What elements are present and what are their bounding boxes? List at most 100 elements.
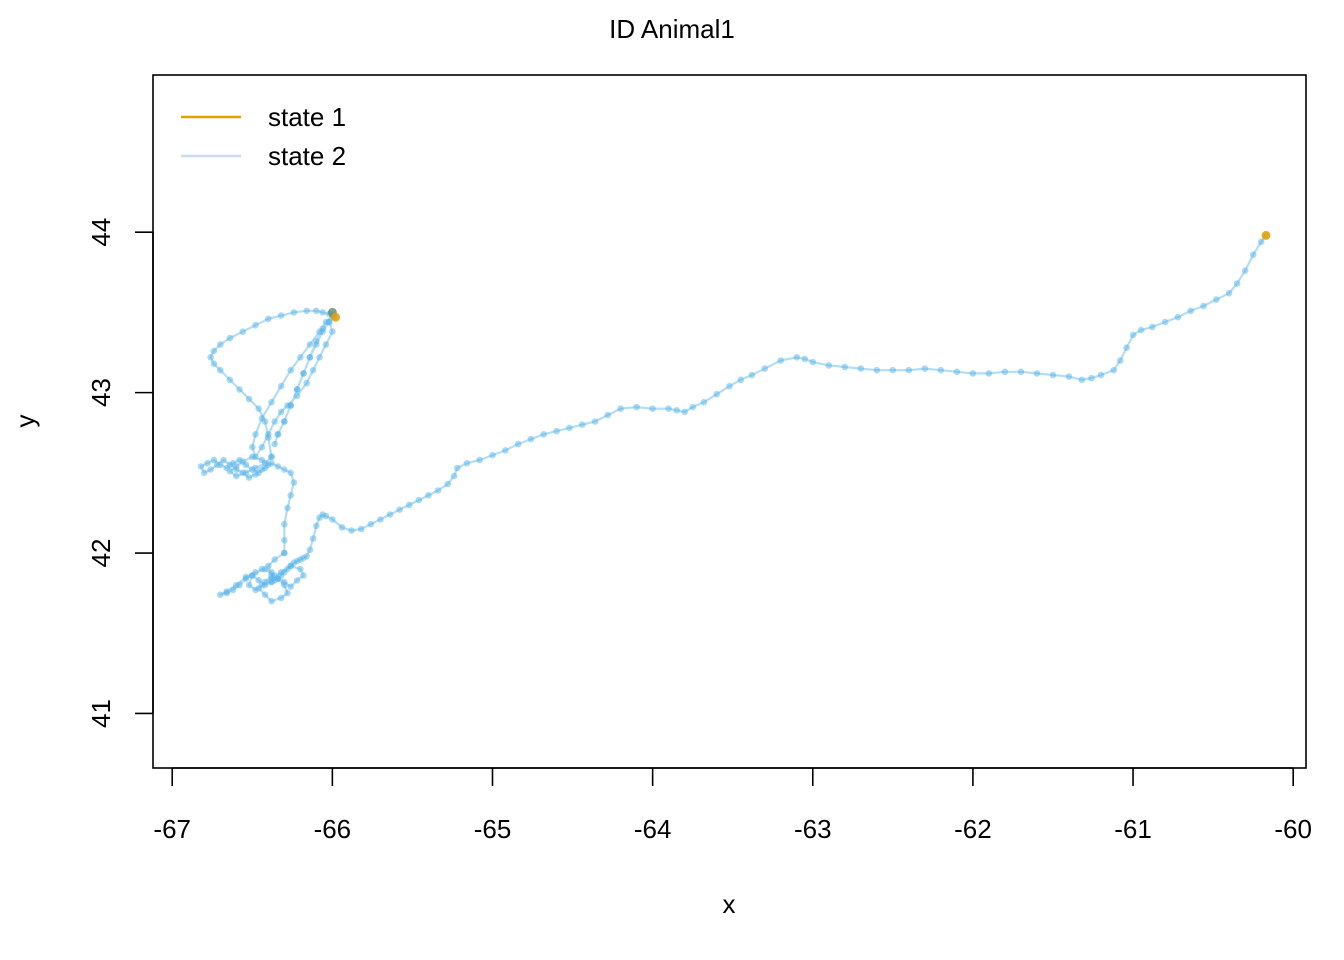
- track-point: [226, 467, 234, 475]
- track-point: [777, 357, 784, 364]
- track-point: [476, 456, 484, 464]
- x-tick-label: -60: [1274, 814, 1312, 844]
- track-point: [405, 501, 413, 509]
- track-point: [386, 511, 394, 518]
- track-point: [258, 466, 266, 473]
- y-tick-label: 44: [86, 218, 116, 247]
- track-point: [1049, 371, 1057, 379]
- track-point: [268, 398, 275, 406]
- track-layer: [197, 232, 1270, 605]
- track-point: [271, 440, 279, 448]
- track-point: [689, 403, 696, 411]
- x-tick-label: -62: [954, 814, 992, 844]
- track-point: [454, 464, 461, 472]
- track-point: [281, 581, 288, 589]
- track-point: [309, 535, 317, 542]
- track-point: [540, 431, 547, 438]
- track-point: [726, 382, 733, 390]
- track-point: [255, 405, 262, 413]
- track-point: [801, 355, 809, 363]
- track-point: [1225, 289, 1233, 297]
- track-point: [274, 575, 282, 582]
- track-point: [233, 472, 240, 480]
- track-point: [268, 597, 275, 605]
- track-point: [287, 583, 295, 590]
- track-point: [313, 522, 320, 530]
- track-point: [245, 581, 253, 589]
- track-point: [277, 312, 285, 319]
- track-point: [737, 376, 744, 384]
- track-point: [233, 463, 240, 470]
- track-point: [793, 354, 801, 361]
- track-point: [277, 594, 285, 602]
- track-point: [300, 572, 307, 579]
- track-point: [329, 328, 336, 336]
- track-point: [1241, 267, 1249, 275]
- track-point: [242, 573, 250, 581]
- track-point: [258, 565, 266, 573]
- track-point: [665, 405, 672, 413]
- track-point: [265, 562, 272, 570]
- track-point: [953, 368, 961, 376]
- x-tick-label: -67: [153, 814, 191, 844]
- track-point: [873, 366, 881, 374]
- track-point: [223, 588, 230, 595]
- track-point: [937, 366, 945, 374]
- track-point: [1174, 313, 1182, 321]
- legend: state 1 state 2: [181, 102, 346, 171]
- track-point: [316, 354, 323, 361]
- track-point: [1110, 366, 1118, 374]
- track-point: [604, 411, 612, 419]
- track-point: [245, 395, 253, 403]
- track-point: [1129, 331, 1137, 339]
- track-point: [287, 402, 295, 409]
- track-point: [425, 492, 432, 499]
- track-point: [1116, 357, 1124, 364]
- x-tick-label: -64: [634, 814, 672, 844]
- track-point: [200, 469, 208, 477]
- track-point: [300, 370, 307, 377]
- y-tick-label: 43: [86, 378, 116, 407]
- track-point: [210, 347, 218, 355]
- track-point: [265, 315, 272, 323]
- track-point: [268, 572, 275, 579]
- track-point: [325, 318, 333, 326]
- track-point: [566, 424, 573, 432]
- track-point: [527, 435, 535, 443]
- track-point: [287, 562, 295, 570]
- track-point: [258, 415, 266, 422]
- track-point: [277, 569, 285, 576]
- track-point: [578, 421, 586, 429]
- track-point: [252, 453, 259, 461]
- track-point: [348, 527, 355, 534]
- track-point: [969, 370, 977, 377]
- track-point: [242, 469, 250, 477]
- track-point: [313, 341, 320, 348]
- track-point: [316, 514, 323, 521]
- x-tick-label: -65: [474, 814, 512, 844]
- track-point: [239, 458, 246, 465]
- track-point: [306, 546, 314, 554]
- track-point: [713, 390, 720, 398]
- track-point: [281, 549, 288, 557]
- track-point: [290, 479, 298, 486]
- track-point: [1065, 373, 1073, 380]
- track-point: [809, 358, 817, 366]
- track-point: [210, 360, 218, 368]
- track-point: [281, 536, 288, 544]
- track-point: [252, 431, 259, 438]
- legend-label: state 1: [268, 102, 346, 132]
- track-point: [633, 403, 640, 411]
- track-point: [252, 464, 259, 472]
- track-point: [287, 492, 295, 499]
- track-point: [226, 376, 234, 384]
- track-point: [377, 516, 384, 523]
- track-point: [255, 585, 262, 592]
- track-point: [1187, 307, 1194, 315]
- track-point: [281, 520, 288, 528]
- track-point: [367, 520, 375, 528]
- track-point: [303, 307, 311, 315]
- track-point: [1161, 318, 1169, 326]
